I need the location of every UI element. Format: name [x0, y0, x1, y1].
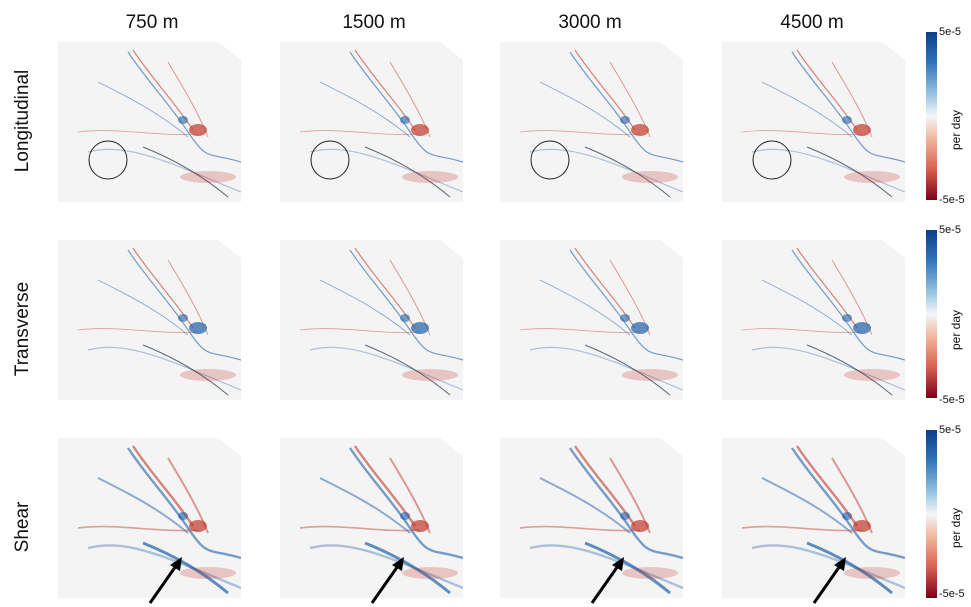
colorbar-transverse: [926, 230, 937, 398]
colorbar-transverse-max: 5e-5: [939, 224, 962, 236]
colorbar-shear-unit: per day: [949, 507, 963, 548]
annotation-arrow-icon: [148, 557, 182, 604]
colorbar-shear-max: 5e-5: [939, 424, 962, 436]
column-title-4500m: 4500 m: [780, 12, 844, 33]
colorbar-transverse-unit: per day: [949, 309, 963, 350]
column-title-3000m: 3000 m: [558, 12, 622, 33]
colorbar-transverse-min: -5e-5: [939, 394, 965, 406]
colorbar-longitudinal-max: 5e-5: [939, 26, 962, 38]
row-title-shear: Shear: [12, 501, 33, 553]
strain-map-longitudinal-4500m: [722, 42, 905, 202]
strain-map-longitudinal-1500m: [280, 42, 463, 202]
colorbar-longitudinal: [926, 32, 937, 200]
annotation-arrow-icon: [370, 557, 404, 604]
row-title-longitudinal: Longitudinal: [12, 69, 33, 173]
colorbar-shear: [926, 430, 937, 598]
colorbar-longitudinal-min: -5e-5: [939, 194, 965, 206]
annotation-arrow-icon: [812, 557, 846, 604]
colorbar-shear-min: -5e-5: [939, 588, 965, 600]
strain-map-shear-3000m: [500, 438, 683, 598]
annotation-arrow-icon: [590, 557, 624, 604]
colorbar-longitudinal-unit: per day: [949, 109, 963, 150]
strain-map-transverse-4500m: [722, 240, 905, 400]
row-title-transverse: Transverse: [12, 281, 33, 377]
strain-map-longitudinal-750m: [58, 42, 241, 202]
column-title-750m: 750 m: [125, 12, 179, 33]
strain-map-shear-750m: [58, 438, 241, 598]
strain-map-shear-4500m: [722, 438, 905, 598]
strain-map-longitudinal-3000m: [500, 42, 683, 202]
strain-map-transverse-1500m: [280, 240, 463, 400]
strain-map-shear-1500m: [280, 438, 463, 598]
strain-map-transverse-3000m: [500, 240, 683, 400]
strain-map-transverse-750m: [58, 240, 241, 400]
column-title-1500m: 1500 m: [342, 12, 406, 33]
